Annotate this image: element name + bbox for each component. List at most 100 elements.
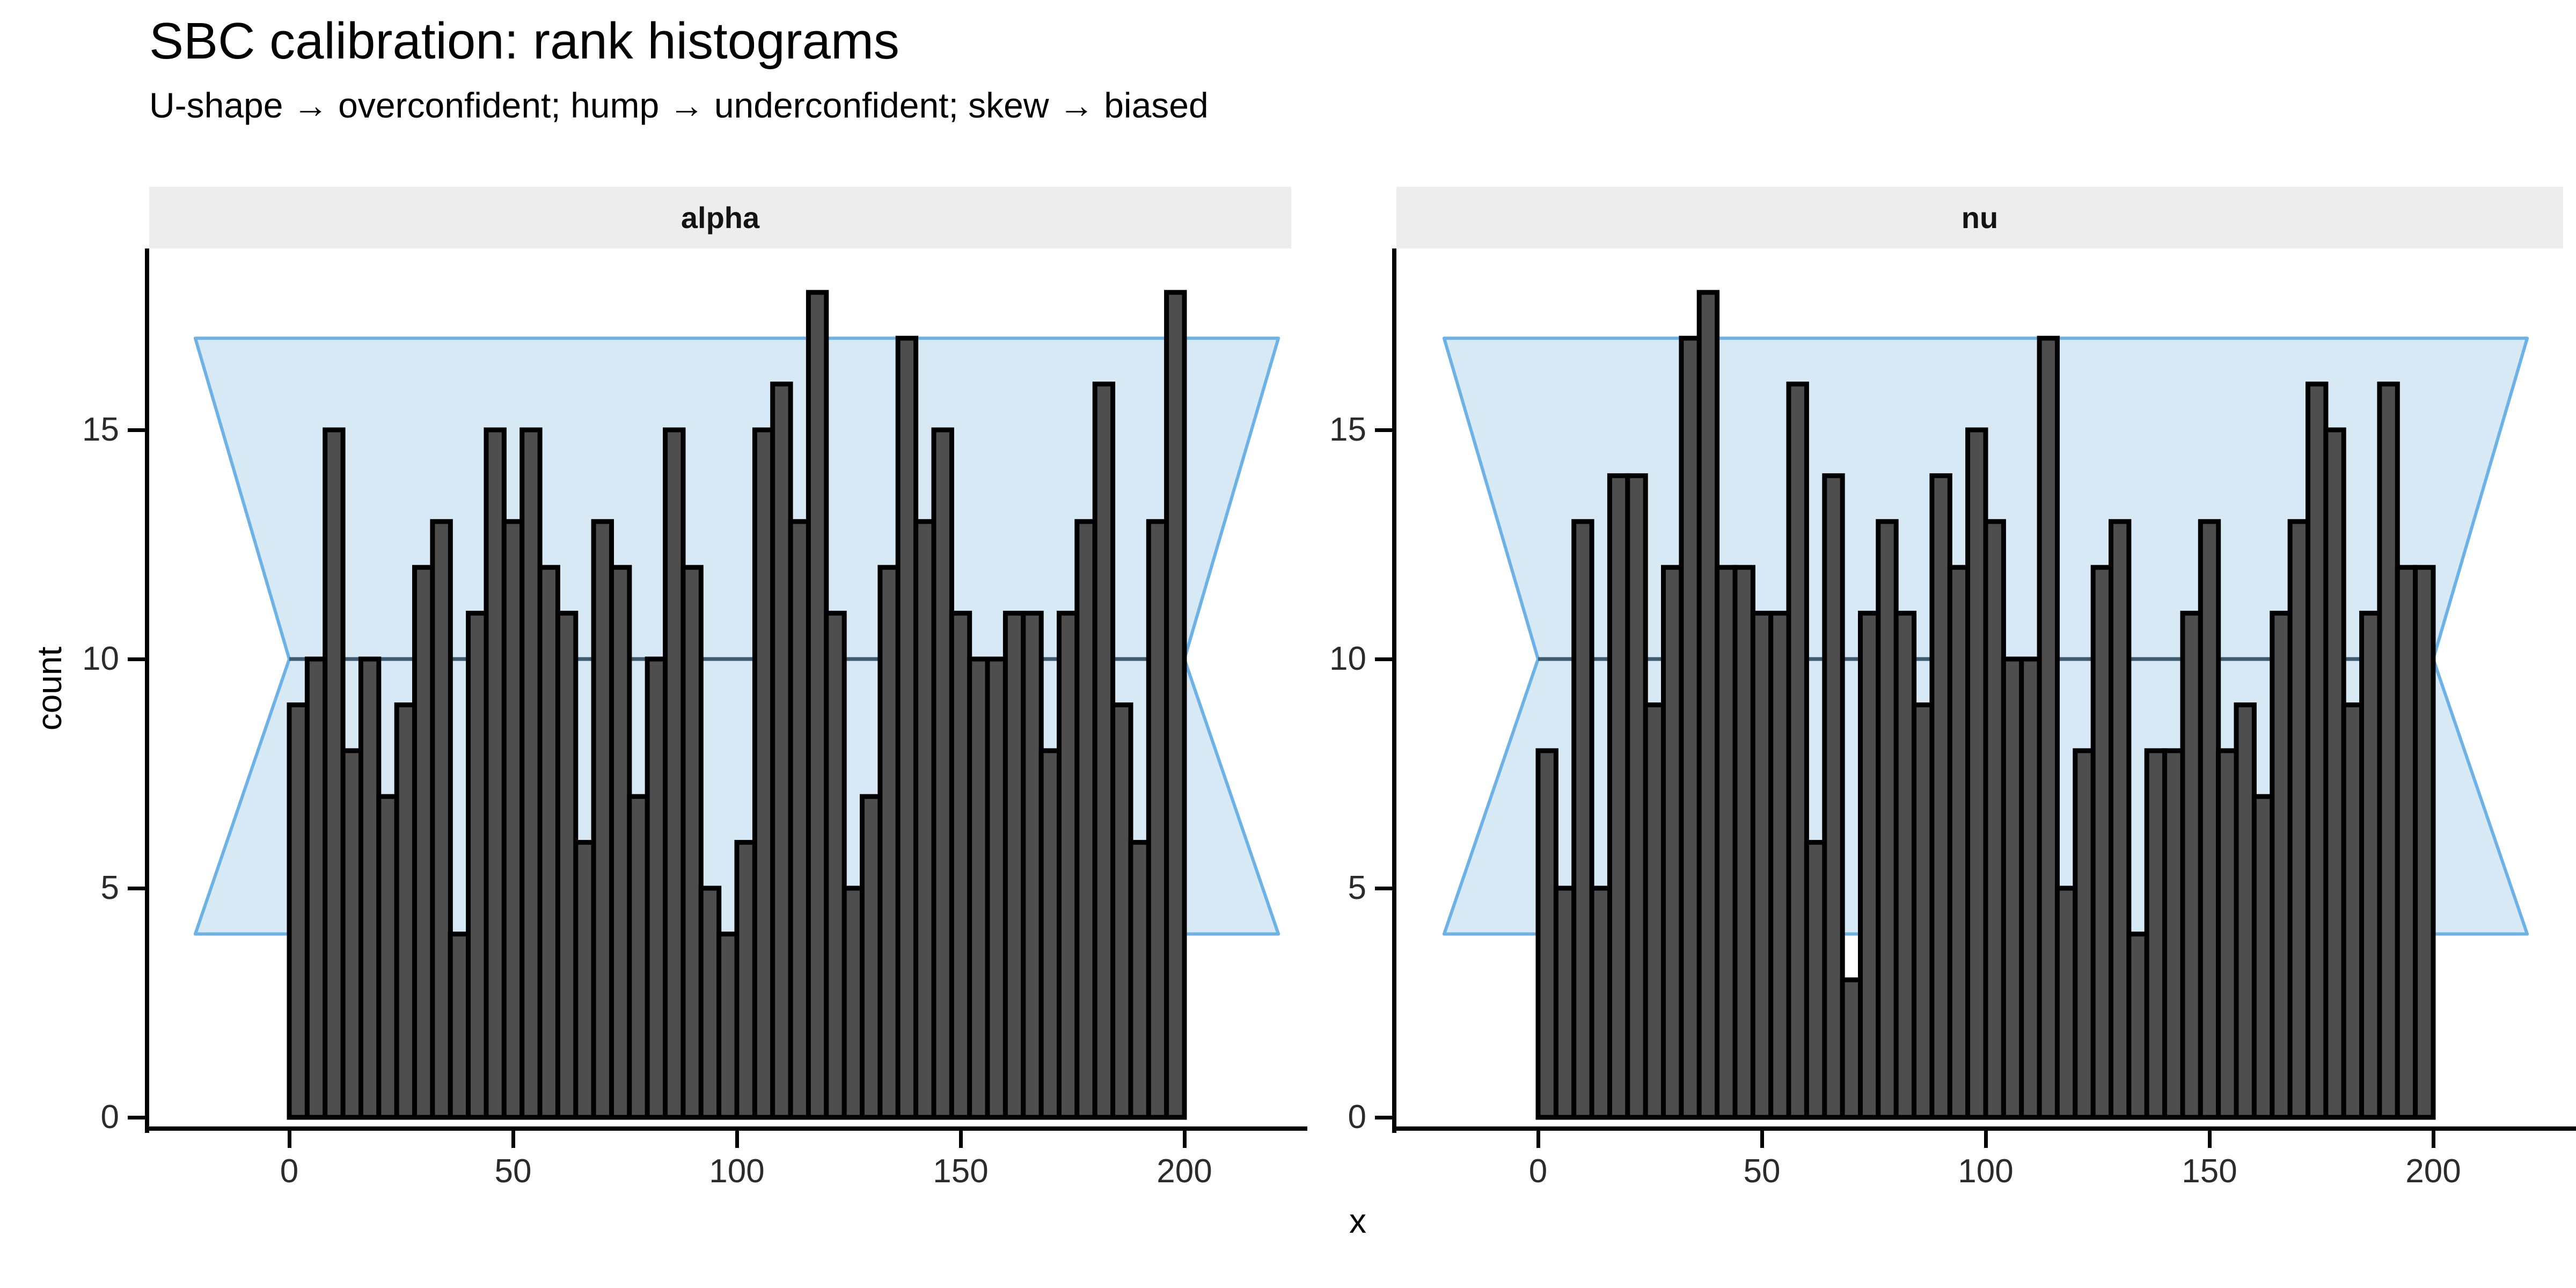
histogram-bar	[1128, 840, 1151, 1120]
y-tick-label: 15	[1329, 411, 1366, 448]
y-axis-line-nu	[1392, 248, 1396, 1133]
histogram-bar	[752, 427, 775, 1120]
histogram-bar	[788, 519, 811, 1120]
histogram-bar	[1092, 382, 1116, 1120]
y-tick-label: 0	[100, 1099, 119, 1136]
histogram-bar	[2341, 702, 2365, 1120]
histogram-bar	[2270, 611, 2293, 1120]
y-tick-mark	[1375, 887, 1392, 890]
histogram-bar	[376, 794, 399, 1120]
histogram-bar	[1057, 611, 1080, 1120]
histogram-bar	[1786, 382, 1809, 1120]
y-tick-label: 5	[1348, 869, 1366, 906]
histogram-bar	[287, 702, 310, 1120]
histogram-bar	[1038, 748, 1062, 1120]
histogram-bar	[2251, 794, 2275, 1120]
x-tick-label: 100	[1958, 1153, 2014, 1190]
histogram-bar	[2234, 702, 2257, 1120]
histogram-bar	[1965, 427, 1988, 1120]
histogram-bar	[860, 794, 883, 1120]
x-axis-line-nu	[1392, 1126, 2576, 1131]
x-tick-label: 50	[1743, 1153, 1781, 1190]
x-tick-label: 100	[709, 1153, 765, 1190]
histogram-bar	[663, 427, 686, 1120]
histogram-bar	[537, 565, 560, 1120]
x-tick-mark	[735, 1131, 739, 1148]
histogram-bar	[1164, 290, 1187, 1120]
x-tick-mark	[288, 1131, 291, 1148]
histogram-bar	[770, 382, 793, 1120]
histogram-bar	[627, 794, 650, 1120]
histogram-bar	[913, 519, 936, 1120]
x-tick-label: 0	[1528, 1153, 1548, 1190]
histogram-bar	[1110, 702, 1133, 1120]
y-tick-label: 5	[100, 869, 119, 906]
histogram-bar	[448, 931, 471, 1120]
histogram-bar	[2090, 565, 2114, 1120]
histogram-bar	[680, 565, 704, 1120]
x-axis-title: x	[1349, 1202, 1366, 1240]
x-tick-label: 150	[933, 1153, 989, 1190]
histogram-bar	[645, 656, 668, 1120]
histogram-bar	[1858, 611, 1881, 1120]
histogram-bar	[931, 427, 954, 1120]
y-tick-mark	[128, 887, 145, 890]
histogram-bar	[1146, 519, 1169, 1120]
histogram-bar	[2413, 565, 2436, 1120]
histogram-bar	[1074, 519, 1097, 1120]
plot-subtitle: U-shape → overconfident; hump → undercon…	[149, 85, 1209, 125]
histogram-bar	[2216, 748, 2239, 1120]
histogram-bar	[1912, 702, 1935, 1120]
histogram-bar	[2377, 382, 2400, 1120]
x-tick-mark	[1760, 1131, 1764, 1148]
histogram-bar	[1840, 977, 1863, 1120]
x-tick-mark	[959, 1131, 963, 1148]
facet-strip-label: nu	[1961, 201, 1999, 235]
histogram-bar	[1643, 702, 1666, 1120]
histogram-bar	[1715, 565, 1738, 1120]
histogram-bar	[1696, 290, 1720, 1120]
histogram-bar	[609, 565, 632, 1120]
y-tick-mark	[1375, 428, 1392, 432]
histogram-bar	[2037, 335, 2060, 1120]
histogram-bar	[323, 427, 346, 1120]
histogram-bar	[895, 335, 919, 1120]
histogram-bar	[2144, 748, 2168, 1120]
x-tick-mark	[1984, 1131, 1988, 1148]
histogram-bar	[2073, 748, 2096, 1120]
histogram-bar	[716, 931, 740, 1120]
histogram-bar	[1732, 565, 1755, 1120]
histogram-bar	[1750, 611, 1774, 1120]
x-tick-label: 50	[494, 1153, 532, 1190]
histogram-bar	[985, 656, 1008, 1120]
histogram-bar	[2019, 656, 2042, 1120]
histogram-bar	[841, 885, 865, 1120]
histogram-bar	[358, 656, 382, 1120]
plot-title: SBC calibration: rank histograms	[149, 12, 899, 70]
histogram-bar	[698, 885, 722, 1120]
histogram-bar	[1002, 611, 1026, 1120]
histogram-bar	[1607, 473, 1630, 1120]
x-tick-mark	[1536, 1131, 1540, 1148]
histogram-bar	[340, 748, 364, 1120]
histogram-bar	[1876, 519, 1899, 1120]
histogram-bar	[2359, 611, 2382, 1120]
histogram-bar	[1947, 565, 1971, 1120]
x-tick-mark	[1183, 1131, 1187, 1148]
plot-area-alpha	[193, 290, 1280, 1120]
y-tick-label: 10	[1329, 640, 1366, 677]
histogram-bar	[734, 840, 757, 1120]
histogram-bar	[1625, 473, 1648, 1120]
histogram-bar	[2001, 656, 2024, 1120]
histogram-bar	[2162, 748, 2185, 1120]
y-tick-mark	[128, 428, 145, 432]
histogram-bar	[2180, 611, 2203, 1120]
histogram-bar	[466, 611, 489, 1120]
y-tick-label: 0	[1348, 1099, 1366, 1136]
histogram-bar	[519, 427, 543, 1120]
facet-strip-nu: nu	[1396, 187, 2563, 248]
histogram-bar	[1983, 519, 2006, 1120]
y-tick-mark	[1375, 1116, 1392, 1119]
histogram-bar	[430, 519, 453, 1120]
